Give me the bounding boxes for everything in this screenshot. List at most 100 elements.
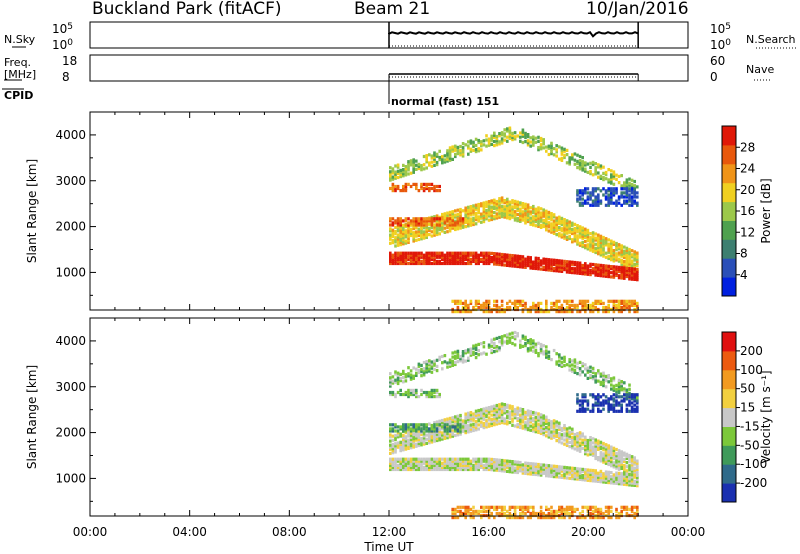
power-colorbar-cell: [722, 201, 736, 221]
velocity-cell: [407, 390, 410, 395]
power-cell: [597, 269, 600, 273]
velocity-cell: [604, 451, 608, 455]
power-cell: [636, 305, 639, 310]
velocity-cell: [428, 359, 431, 363]
power-cell: [428, 161, 431, 165]
velocity-cell: [524, 505, 527, 509]
velocity-cell: [435, 420, 439, 424]
velocity-cell: [409, 461, 413, 465]
velocity-cell: [425, 429, 428, 433]
velocity-cell: [532, 462, 535, 466]
velocity-cell: [550, 432, 553, 436]
velocity-cell: [490, 466, 493, 470]
power-cell: [628, 275, 631, 279]
power-cell: [422, 167, 426, 171]
velocity-cell: [623, 478, 626, 482]
velocity-cell: [513, 337, 517, 341]
power-cell: [469, 217, 473, 221]
power-cell: [493, 303, 496, 307]
velocity-cell: [435, 358, 439, 362]
power-cell: [456, 223, 460, 227]
velocity-cell: [493, 345, 496, 350]
velocity-cell: [430, 434, 434, 438]
power-cell: [607, 199, 610, 203]
velocity-cell: [448, 360, 452, 364]
velocity-cell: [537, 352, 540, 356]
power-cell: [630, 299, 634, 303]
velocity-cell: [474, 356, 478, 360]
power-cell: [537, 256, 540, 261]
power-cell: [451, 219, 454, 223]
velocity-cell: [391, 429, 395, 433]
velocity-cell: [480, 412, 483, 416]
velocity-cell: [584, 435, 587, 439]
power-cell: [576, 191, 579, 195]
power-cell: [402, 163, 405, 167]
power-cell: [508, 200, 512, 204]
velocity-cell: [568, 511, 571, 516]
power-cell: [630, 261, 634, 265]
power-cell: [539, 147, 543, 151]
power-cell: [571, 303, 574, 307]
power-cell: [524, 131, 527, 135]
velocity-cell: [610, 397, 613, 401]
velocity-cell: [459, 427, 462, 431]
power-cell: [500, 137, 504, 141]
power-cell: [623, 253, 626, 257]
velocity-cell: [534, 464, 538, 468]
power-cell: [420, 186, 423, 191]
power-cell: [620, 266, 623, 270]
power-cell: [576, 267, 579, 271]
power-cell: [623, 301, 626, 305]
power-cell: [433, 231, 436, 235]
power-cell: [409, 184, 413, 189]
velocity-cell: [456, 351, 460, 355]
velocity-cell: [633, 511, 636, 516]
power-cell: [589, 246, 592, 250]
velocity-cell: [612, 473, 616, 477]
power-cell: [506, 208, 509, 212]
velocity-cell: [568, 470, 571, 474]
power-cell: [441, 229, 444, 233]
velocity-cell: [630, 457, 634, 461]
power-cell: [615, 199, 618, 203]
power-cell: [456, 310, 460, 314]
power-cell: [625, 303, 629, 307]
velocity-cell: [558, 355, 561, 359]
velocity-cell: [506, 516, 509, 520]
velocity-cell: [594, 456, 597, 461]
velocity-cell: [545, 472, 548, 476]
power-cell: [467, 205, 470, 209]
power-cell: [584, 189, 587, 193]
velocity-cell: [607, 376, 610, 380]
velocity-cell: [391, 390, 395, 395]
power-cell: [547, 152, 551, 157]
power-cell: [404, 251, 408, 255]
velocity-cell: [599, 382, 603, 386]
power-cell: [620, 262, 623, 267]
velocity-cell: [560, 467, 564, 471]
velocity-cell: [490, 421, 493, 425]
velocity-cell: [630, 473, 634, 477]
power-cell: [420, 217, 423, 221]
velocity-cell: [589, 438, 592, 442]
velocity-cell: [430, 360, 434, 364]
velocity-cell: [584, 407, 587, 411]
power-cell: [529, 258, 532, 262]
velocity-cell: [503, 465, 506, 469]
velocity-cell: [589, 479, 592, 483]
power-cell: [389, 241, 392, 245]
power-cell: [589, 169, 592, 174]
power-cell: [628, 305, 631, 310]
power-cell: [607, 193, 610, 197]
velocity-cell: [451, 416, 454, 420]
power-cell: [490, 251, 493, 255]
velocity-cell: [438, 419, 441, 423]
velocity-cell: [521, 465, 525, 469]
velocity-cell: [516, 423, 519, 427]
xtick-label: 08:00: [272, 525, 307, 539]
velocity-cell: [435, 434, 439, 438]
velocity-cell: [573, 370, 577, 374]
power-cell: [630, 184, 634, 189]
velocity-cell: [607, 472, 610, 476]
